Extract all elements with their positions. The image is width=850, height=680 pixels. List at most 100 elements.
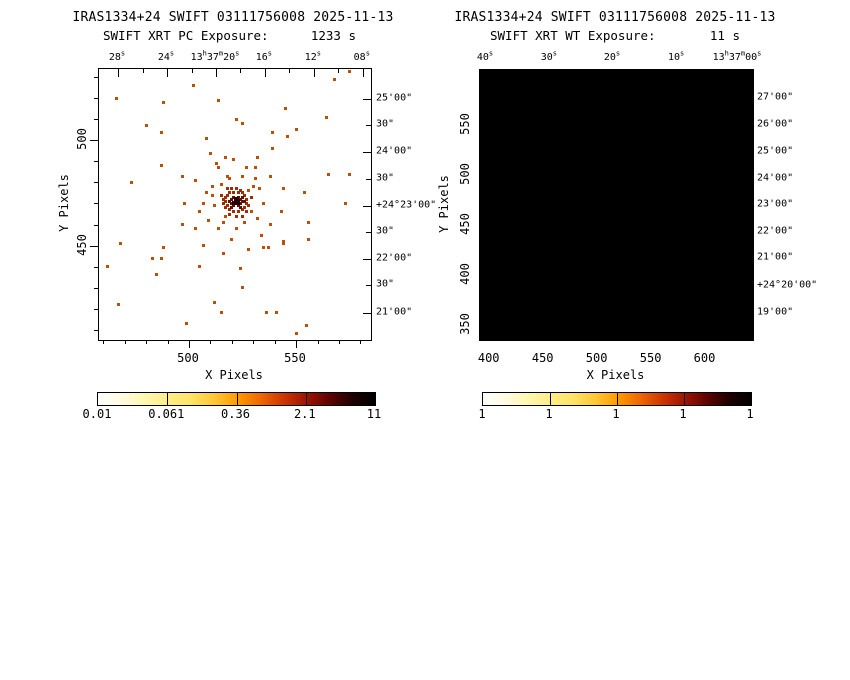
photon-event (249, 210, 253, 214)
ra-tick-label: 16s (255, 49, 273, 63)
photon-event (226, 187, 229, 191)
photon-event (238, 189, 242, 193)
dec-tick-label: 30" (376, 278, 395, 290)
photon-event (268, 223, 272, 226)
x-tick-label: 600 (693, 351, 716, 365)
ra-tick-label: 20s (603, 49, 621, 63)
ra-tick-label: 12s (304, 49, 322, 63)
photon-event (241, 214, 244, 218)
ra-tick-label: 08s (353, 49, 370, 63)
ra-axis-minor-tick (191, 69, 193, 73)
photon-event (129, 180, 133, 184)
dec-tick-label: +24°23'00" (376, 199, 437, 211)
photon-event (228, 212, 232, 216)
dec-tick-label: 25'00" (376, 92, 413, 104)
exposure-label: SWIFT XRT WT Exposure: (490, 28, 656, 43)
photon-event (241, 199, 244, 203)
colorbar-tick-label: 1 (746, 407, 754, 421)
exposure-label: SWIFT XRT PC Exposure: (103, 28, 269, 43)
y-axis-tick (94, 329, 98, 331)
y-axis-tick (94, 203, 98, 205)
photon-event (343, 201, 347, 205)
photon-event (253, 166, 257, 170)
ra-axis-tick (264, 69, 266, 77)
colorbar-divider (305, 393, 307, 405)
x-tick-label: 500 (177, 351, 199, 365)
x-tick-label: 550 (639, 351, 662, 365)
x-axis-tick (253, 340, 255, 344)
photon-event (234, 117, 238, 121)
photon-event (230, 206, 234, 210)
photon-event (247, 204, 251, 208)
photon-event (223, 214, 227, 218)
photon-event (221, 220, 225, 224)
photon-event (223, 199, 227, 203)
y-axis-tick (90, 245, 98, 247)
colorbar (97, 392, 376, 406)
y-axis-tick (94, 224, 98, 226)
dec-tick-label: 26'00" (757, 118, 794, 130)
photon-event (151, 256, 154, 260)
photon-event (185, 321, 189, 325)
ra-tick-label: 13h37m20s (190, 49, 240, 63)
dec-tick-label: 22'00" (376, 252, 413, 264)
photon-event (294, 128, 298, 132)
y-axis-tick (94, 98, 98, 100)
photon-event (211, 193, 214, 197)
dec-tick-label: 21'00" (757, 251, 794, 263)
photon-event (181, 174, 184, 178)
x-axis-tick (103, 340, 105, 344)
photon-event (219, 311, 223, 315)
dec-tick-label: 21'00" (376, 306, 413, 318)
photon-event (251, 185, 255, 189)
ra-axis-tick (167, 69, 168, 77)
photon-event (241, 191, 244, 195)
photon-event (236, 191, 240, 195)
photon-event (241, 195, 244, 199)
photon-event (279, 210, 283, 214)
x-axis-tick (338, 340, 340, 344)
colorbar (482, 392, 752, 406)
dec-axis-tick (363, 151, 371, 153)
dec-tick-label: 24'00" (376, 145, 413, 157)
photon-event (183, 201, 187, 205)
exposure-value: 11 s (709, 28, 740, 43)
photon-event (245, 197, 249, 201)
photon-event (217, 227, 221, 231)
colorbar-tick-label: 0.061 (148, 407, 185, 421)
dec-tick-label: 25'00" (757, 145, 794, 157)
x-tick-label: 400 (477, 351, 500, 365)
photon-event (232, 191, 236, 195)
colorbar-tick-label: 0.01 (82, 407, 112, 421)
x-axis-tick (231, 340, 233, 344)
photon-event (238, 201, 242, 205)
dec-tick-label: 19'00" (757, 306, 794, 318)
colorbar-tick-label: 1 (612, 407, 620, 421)
ra-axis-tick (216, 69, 217, 77)
y-tick-label: 350 (458, 313, 472, 335)
photon-event (307, 220, 311, 224)
ra-tick-label: 40s (476, 49, 494, 63)
x-axis-tick (189, 340, 190, 348)
photon-event (219, 183, 223, 186)
y-tick-label: 450 (75, 233, 89, 256)
dec-axis-tick (366, 231, 371, 233)
dec-axis-tick (363, 99, 371, 101)
photon-event (202, 244, 206, 247)
ra-tick-label: 13h37m00s (712, 49, 762, 63)
photon-event (305, 323, 309, 327)
y-axis-tick (94, 266, 98, 268)
photon-event (198, 265, 202, 268)
photon-event (202, 201, 206, 205)
photon-event (262, 201, 266, 205)
photon-event (241, 286, 244, 289)
exposure-line: SWIFT XRT PC Exposure: 1233 s (103, 28, 356, 43)
photon-event (238, 206, 242, 210)
photon-event (247, 189, 251, 193)
x-axis-tick (210, 340, 212, 344)
photon-event (260, 233, 264, 237)
y-axis-tick (90, 140, 98, 142)
photon-event (230, 201, 234, 205)
ra-tick-label: 28s (108, 49, 126, 63)
photon-event (206, 218, 210, 222)
